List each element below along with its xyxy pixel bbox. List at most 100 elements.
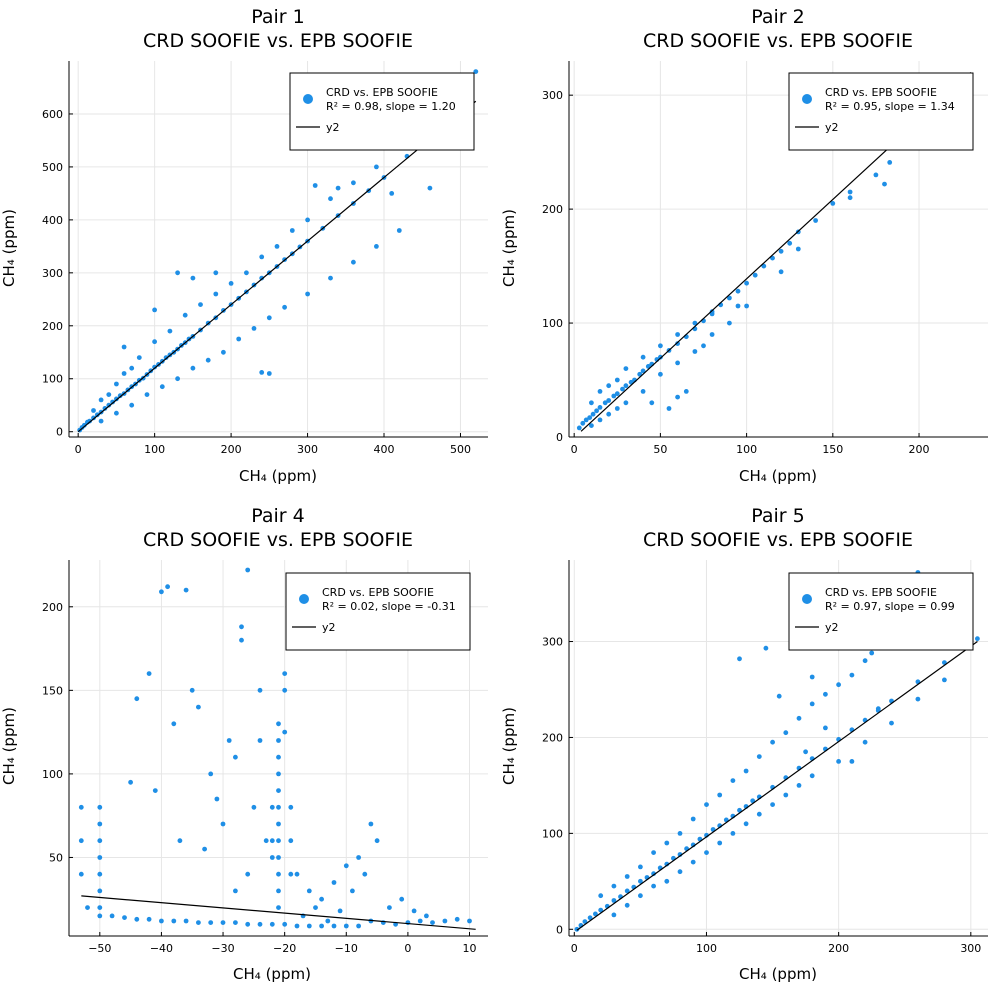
scatter-point (177, 838, 183, 844)
legend-entry-y2: y2 (825, 121, 839, 134)
scatter-point (606, 398, 612, 403)
scatter-point (836, 682, 841, 688)
scatter-point (427, 185, 433, 191)
scatter-point (614, 377, 620, 383)
scatter-point (624, 888, 630, 894)
scatter-point (102, 406, 108, 411)
scatter-point (374, 164, 379, 170)
scatter-point (251, 804, 257, 810)
scatter-point (783, 792, 789, 798)
scatter-point (582, 919, 588, 924)
scatter-point (276, 905, 281, 910)
chart-subtitle: CRD SOOFIE vs. EPB SOOFIE (143, 30, 413, 52)
scatter-point (98, 418, 104, 424)
scatter-point (602, 400, 608, 406)
scatter-point (152, 307, 158, 313)
scatter-point (236, 336, 242, 342)
scatter-point (658, 354, 663, 360)
scatter-point (849, 759, 855, 764)
x-tick-label: 200 (221, 443, 242, 456)
scatter-point (387, 905, 392, 910)
scatter-point (594, 408, 599, 414)
scatter-point (91, 408, 96, 413)
scatter-panel-pair-1: Pair 1 CRD SOOFIE vs. EPB SOOFIE CH₄ (pp… (0, 6, 488, 485)
x-tick-label: 100 (696, 942, 717, 955)
y-tick-label: 200 (42, 320, 63, 333)
scatter-point (97, 888, 103, 894)
scatter-point (677, 869, 683, 875)
scatter-point (257, 687, 263, 693)
scatter-point (873, 172, 879, 178)
x-axis-label: CH₄ (ppm) (239, 467, 317, 485)
scatter-point (159, 384, 165, 390)
legend-entry-stats: R² = 0.02, slope = -0.31 (322, 600, 456, 613)
scatter-point (183, 587, 189, 593)
scatter-point (638, 864, 643, 870)
scatter-point (756, 754, 762, 759)
scatter-point (587, 915, 593, 921)
scatter-point (94, 412, 100, 418)
scatter-point (611, 898, 617, 903)
x-tick-label: 500 (450, 443, 471, 456)
y-tick-label: 0 (56, 426, 63, 439)
scatter-point (269, 804, 275, 810)
scatter-point (85, 905, 90, 910)
scatter-point (658, 371, 663, 377)
x-tick-label: 0 (404, 942, 411, 955)
scatter-point (743, 821, 749, 827)
scatter-point (276, 888, 281, 894)
scatter-point (165, 584, 171, 590)
scatter-point (847, 195, 853, 201)
scatter-point (106, 392, 112, 397)
scatter-point (257, 738, 263, 743)
scatter-point (770, 802, 775, 807)
scatter-point (692, 320, 698, 326)
scatter-point (389, 191, 395, 196)
legend-entry-y2: y2 (825, 621, 839, 634)
scatter-point (163, 355, 169, 360)
scatter-point (263, 838, 269, 844)
scatter-point (374, 244, 379, 249)
scatter-point (624, 902, 630, 908)
scatter-point (887, 160, 893, 165)
scatter-point (152, 339, 158, 345)
scatter-point (319, 923, 324, 929)
scatter-point (597, 389, 603, 394)
scatter-point (744, 280, 749, 286)
scatter-point (467, 918, 472, 924)
scatter-point (233, 754, 238, 760)
scatter-point (276, 871, 281, 877)
legend-entry-y2: y2 (322, 621, 336, 634)
scatter-point (97, 913, 103, 919)
chart-title: Pair 4 (251, 505, 304, 527)
legend-box (788, 572, 974, 651)
scatter-point (611, 883, 617, 889)
scatter-point (830, 201, 836, 206)
scatter-point (611, 393, 617, 399)
scatter-point (128, 779, 134, 785)
scatter-point (282, 671, 288, 676)
x-tick-label: −40 (150, 942, 173, 955)
scatter-point (220, 920, 226, 925)
scatter-point (282, 921, 288, 927)
scatter-point (638, 878, 643, 884)
y-tick-label: 150 (42, 684, 63, 697)
scatter-point (175, 376, 181, 382)
scatter-point (717, 840, 723, 846)
x-axis-label: CH₄ (ppm) (233, 965, 311, 983)
scatter-point (701, 343, 706, 349)
scatter-point (269, 855, 275, 860)
scatter-point (114, 410, 119, 416)
y-axis-label: CH₄ (ppm) (500, 209, 518, 287)
scatter-point (809, 773, 815, 779)
scatter-point (763, 645, 769, 651)
fit-line-y2 (81, 895, 476, 930)
scatter-point (580, 420, 586, 426)
scatter-point (288, 838, 294, 844)
scatter-point (356, 855, 361, 860)
y-tick-label: 200 (542, 731, 563, 744)
scatter-point (683, 389, 689, 394)
scatter-point (146, 916, 152, 922)
y-tick-label: 0 (556, 923, 563, 936)
scatter-point (356, 923, 361, 929)
